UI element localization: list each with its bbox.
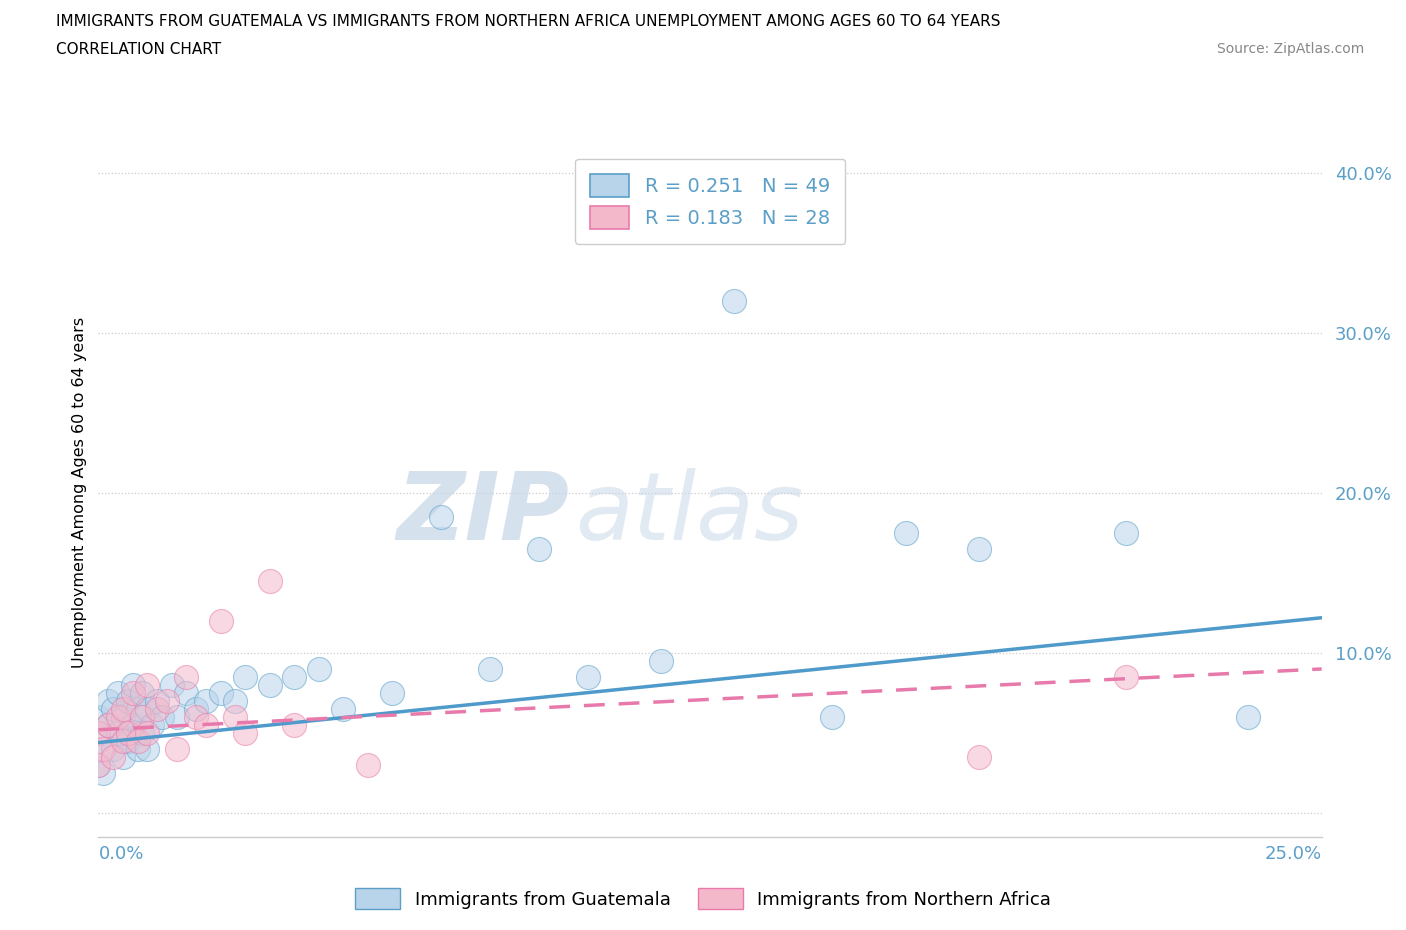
Point xyxy=(186,710,208,724)
Point xyxy=(141,718,163,733)
Point xyxy=(209,685,232,700)
Point xyxy=(87,710,110,724)
Point xyxy=(195,694,218,709)
Point xyxy=(117,725,139,740)
Point xyxy=(186,701,208,716)
Point xyxy=(111,750,134,764)
Point xyxy=(723,293,745,308)
Point xyxy=(259,678,281,693)
Point xyxy=(107,710,129,724)
Point xyxy=(146,694,169,709)
Point xyxy=(527,541,550,556)
Point xyxy=(136,701,159,716)
Text: 0.0%: 0.0% xyxy=(98,845,143,863)
Point xyxy=(233,670,256,684)
Point xyxy=(381,685,404,700)
Text: Source: ZipAtlas.com: Source: ZipAtlas.com xyxy=(1216,42,1364,56)
Point xyxy=(107,725,129,740)
Point xyxy=(1237,710,1260,724)
Point xyxy=(97,694,120,709)
Point xyxy=(101,750,124,764)
Point xyxy=(136,725,159,740)
Point xyxy=(121,678,143,693)
Point xyxy=(576,670,599,684)
Point xyxy=(259,574,281,589)
Point xyxy=(131,710,153,724)
Point xyxy=(107,685,129,700)
Point xyxy=(136,678,159,693)
Point xyxy=(127,701,149,716)
Point xyxy=(87,725,110,740)
Point xyxy=(150,710,173,724)
Point xyxy=(224,710,246,724)
Point xyxy=(127,741,149,756)
Point xyxy=(356,758,378,773)
Point xyxy=(894,525,917,540)
Point xyxy=(283,670,305,684)
Text: atlas: atlas xyxy=(575,468,804,559)
Point xyxy=(87,758,110,773)
Point xyxy=(967,750,990,764)
Text: IMMIGRANTS FROM GUATEMALA VS IMMIGRANTS FROM NORTHERN AFRICA UNEMPLOYMENT AMONG : IMMIGRANTS FROM GUATEMALA VS IMMIGRANTS … xyxy=(56,14,1001,29)
Point xyxy=(136,741,159,756)
Point xyxy=(121,718,143,733)
Legend: Immigrants from Guatemala, Immigrants from Northern Africa: Immigrants from Guatemala, Immigrants fr… xyxy=(347,881,1059,916)
Y-axis label: Unemployment Among Ages 60 to 64 years: Unemployment Among Ages 60 to 64 years xyxy=(72,317,87,669)
Point xyxy=(308,661,330,676)
Point xyxy=(166,741,188,756)
Point xyxy=(111,710,134,724)
Point xyxy=(967,541,990,556)
Legend: R = 0.251   N = 49, R = 0.183   N = 28: R = 0.251 N = 49, R = 0.183 N = 28 xyxy=(575,158,845,245)
Point xyxy=(821,710,844,724)
Point xyxy=(156,694,179,709)
Point xyxy=(101,701,124,716)
Text: CORRELATION CHART: CORRELATION CHART xyxy=(56,42,221,57)
Text: 25.0%: 25.0% xyxy=(1264,845,1322,863)
Point xyxy=(1115,525,1137,540)
Point xyxy=(97,718,120,733)
Point xyxy=(332,701,354,716)
Point xyxy=(111,734,134,749)
Point xyxy=(87,734,110,749)
Point xyxy=(127,734,149,749)
Point xyxy=(91,741,114,756)
Point xyxy=(224,694,246,709)
Point xyxy=(111,701,134,716)
Point xyxy=(650,654,672,669)
Point xyxy=(97,718,120,733)
Point xyxy=(176,670,198,684)
Point xyxy=(117,694,139,709)
Point xyxy=(430,510,453,525)
Point xyxy=(1115,670,1137,684)
Point xyxy=(146,701,169,716)
Point xyxy=(87,758,110,773)
Point xyxy=(195,718,218,733)
Point xyxy=(117,734,139,749)
Point xyxy=(121,685,143,700)
Point xyxy=(176,685,198,700)
Point xyxy=(166,710,188,724)
Point xyxy=(131,685,153,700)
Text: ZIP: ZIP xyxy=(396,468,569,560)
Point xyxy=(478,661,501,676)
Point xyxy=(233,725,256,740)
Point xyxy=(209,614,232,629)
Point xyxy=(283,718,305,733)
Point xyxy=(91,765,114,780)
Point xyxy=(131,725,153,740)
Point xyxy=(160,678,183,693)
Point xyxy=(101,741,124,756)
